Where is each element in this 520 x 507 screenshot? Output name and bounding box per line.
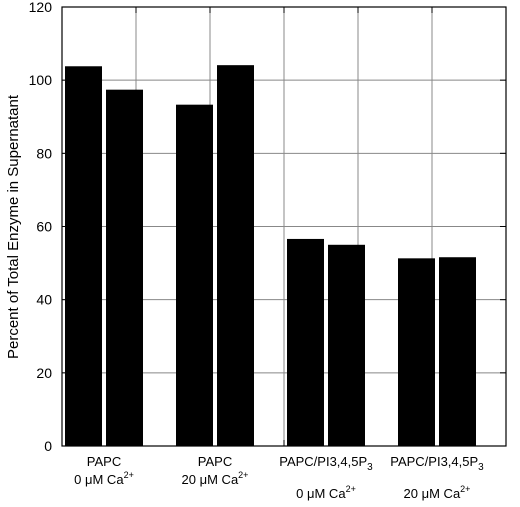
category-label: PAPC/PI3,4,5P3 [390,454,484,473]
bar [65,66,102,446]
category-condition-label: 0 μM Ca2+ [74,470,134,487]
bar [328,244,365,446]
y-tick-label: 120 [29,0,53,15]
plot-frame [61,6,507,447]
category-condition-label: 20 μM Ca2+ [182,470,249,487]
category-label: PAPC [198,454,232,469]
bar [287,238,324,446]
y-tick-label: 100 [29,72,53,88]
y-tick-label: 0 [44,438,52,454]
y-tick-label: 40 [36,292,52,308]
y-tick-label: 60 [36,219,52,235]
bar [217,65,254,446]
category-condition-label: 0 μM Ca2+ [296,484,356,501]
bars [65,65,476,447]
category-condition-label: 20 μM Ca2+ [404,484,471,501]
y-tick-label: 80 [36,145,52,161]
bar [398,258,435,446]
bar [439,257,476,446]
bar [176,104,213,447]
y-tick-label: 20 [36,365,52,381]
y-axis-title: Percent of Total Enzyme in Supernatant [5,94,22,359]
bar [106,89,143,446]
category-label: PAPC [87,454,121,469]
category-label: PAPC/PI3,4,5P3 [279,454,373,473]
